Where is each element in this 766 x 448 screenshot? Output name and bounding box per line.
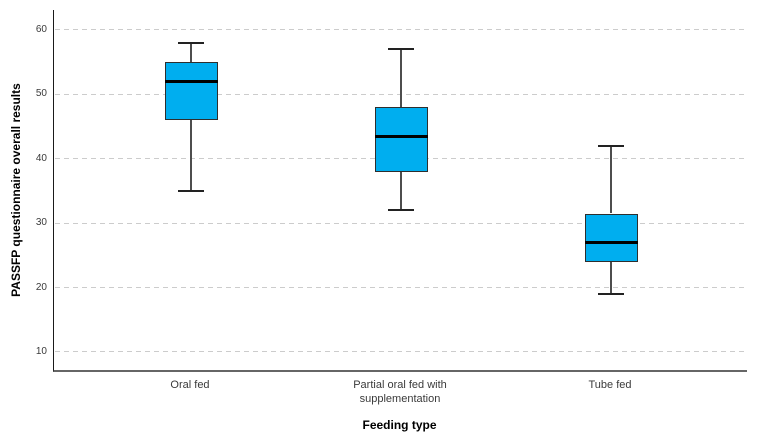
gridline <box>55 351 747 353</box>
y-axis-title: PASSFP questionnaire overall results <box>9 83 23 297</box>
y-tick-label: 40 <box>35 152 47 164</box>
y-tick-label: 60 <box>35 23 47 35</box>
plot-area <box>53 10 747 372</box>
whisker-lower-cap <box>178 189 204 192</box>
whisker-upper-cap <box>178 41 204 44</box>
box <box>374 107 428 172</box>
gridline <box>55 287 747 289</box>
y-tick-label: 20 <box>35 281 47 293</box>
whisker-upper-stem <box>190 42 192 63</box>
category-label: Partial oral fed with supplementation <box>353 379 447 405</box>
whisker-lower-stem <box>610 261 612 294</box>
whisker-lower-stem <box>400 171 402 211</box>
y-tick-label: 30 <box>35 217 47 229</box>
whisker-lower-cap <box>388 209 414 212</box>
x-axis-title: Feeding type <box>362 418 437 432</box>
median-line <box>374 134 428 138</box>
whisker-upper-stem <box>400 49 402 108</box>
gridline <box>55 222 747 224</box>
box <box>584 213 638 262</box>
whisker-lower-cap <box>598 293 624 295</box>
category-label: Oral fed <box>170 379 210 391</box>
y-tick-label: 50 <box>35 88 47 100</box>
whisker-upper-stem <box>610 145 612 214</box>
gridline <box>55 29 747 31</box>
whisker-upper-cap <box>388 48 414 51</box>
category-label: Tube fed <box>588 379 632 391</box>
box <box>164 62 218 121</box>
whisker-upper-cap <box>598 144 624 147</box>
median-line <box>164 79 218 83</box>
whisker-lower-stem <box>190 120 192 191</box>
y-tick-label: 10 <box>35 345 47 357</box>
median-line <box>584 240 638 244</box>
